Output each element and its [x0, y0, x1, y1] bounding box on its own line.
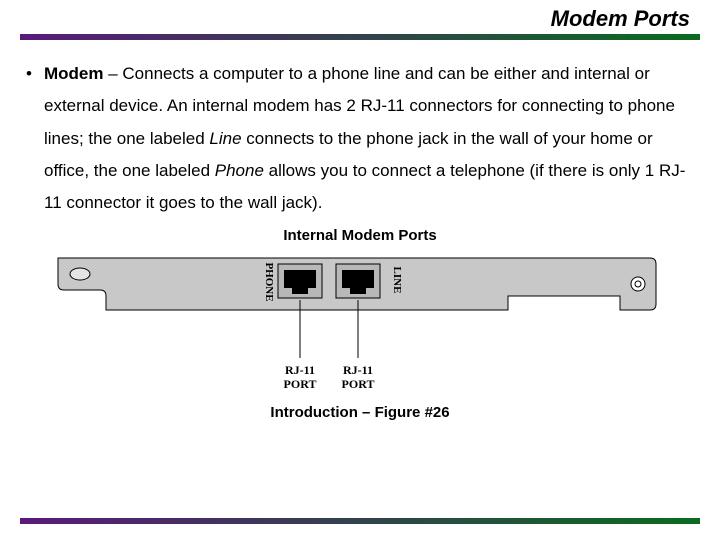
- figure-wrap: PHONE LINE RJ-11 PORT RJ-11 PORT Introdu…: [26, 250, 694, 421]
- callout-right-1: RJ-11: [343, 363, 373, 377]
- bullet-sep: –: [104, 64, 123, 83]
- rj11-port-left: [278, 264, 322, 298]
- screw-slot-left: [70, 268, 90, 280]
- label-phone-vertical: PHONE: [263, 263, 275, 302]
- figure-caption-top: Internal Modem Ports: [26, 227, 694, 244]
- bullet-italic-phone: Phone: [215, 161, 264, 180]
- callout-left-1: RJ-11: [285, 363, 315, 377]
- bullet-italic-line: Line: [209, 129, 241, 148]
- rj11-port-right: [336, 264, 380, 298]
- callout-left-2: PORT: [284, 377, 317, 391]
- body-content: • Modem – Connects a computer to a phone…: [20, 40, 700, 421]
- figure-caption-bottom: Introduction – Figure #26: [270, 404, 449, 421]
- bullet-dot: •: [26, 58, 44, 219]
- label-line-vertical: LINE: [391, 267, 403, 294]
- screw-hole-right-inner: [635, 281, 641, 287]
- page-title: Modem Ports: [551, 6, 690, 31]
- bracket-group: PHONE LINE: [58, 258, 656, 310]
- bottom-divider: [20, 518, 700, 524]
- callout-right-2: PORT: [342, 377, 375, 391]
- bullet-text: Modem – Connects a computer to a phone l…: [44, 58, 694, 219]
- modem-bracket-figure: PHONE LINE RJ-11 PORT RJ-11 PORT: [50, 250, 670, 400]
- bullet-term: Modem: [44, 64, 104, 83]
- bullet-modem: • Modem – Connects a computer to a phone…: [26, 58, 694, 219]
- top-divider: [20, 34, 700, 40]
